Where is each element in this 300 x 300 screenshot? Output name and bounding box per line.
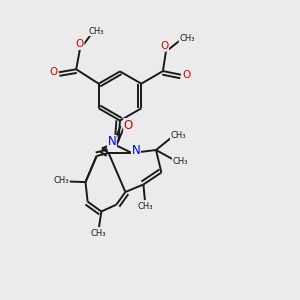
Text: O: O [76,39,84,50]
Text: O: O [182,70,190,80]
Text: CH₃: CH₃ [54,176,69,185]
Text: CH₃: CH₃ [170,131,186,140]
Text: N: N [131,143,140,157]
Text: CH₃: CH₃ [138,202,153,211]
Text: O: O [160,41,169,51]
Text: CH₃: CH₃ [89,27,104,36]
Text: CH₃: CH₃ [172,157,188,166]
Text: N: N [107,135,116,148]
Text: CH₃: CH₃ [179,34,195,43]
Text: O: O [124,118,133,132]
Text: O: O [50,67,58,77]
Text: CH₃: CH₃ [91,229,106,238]
